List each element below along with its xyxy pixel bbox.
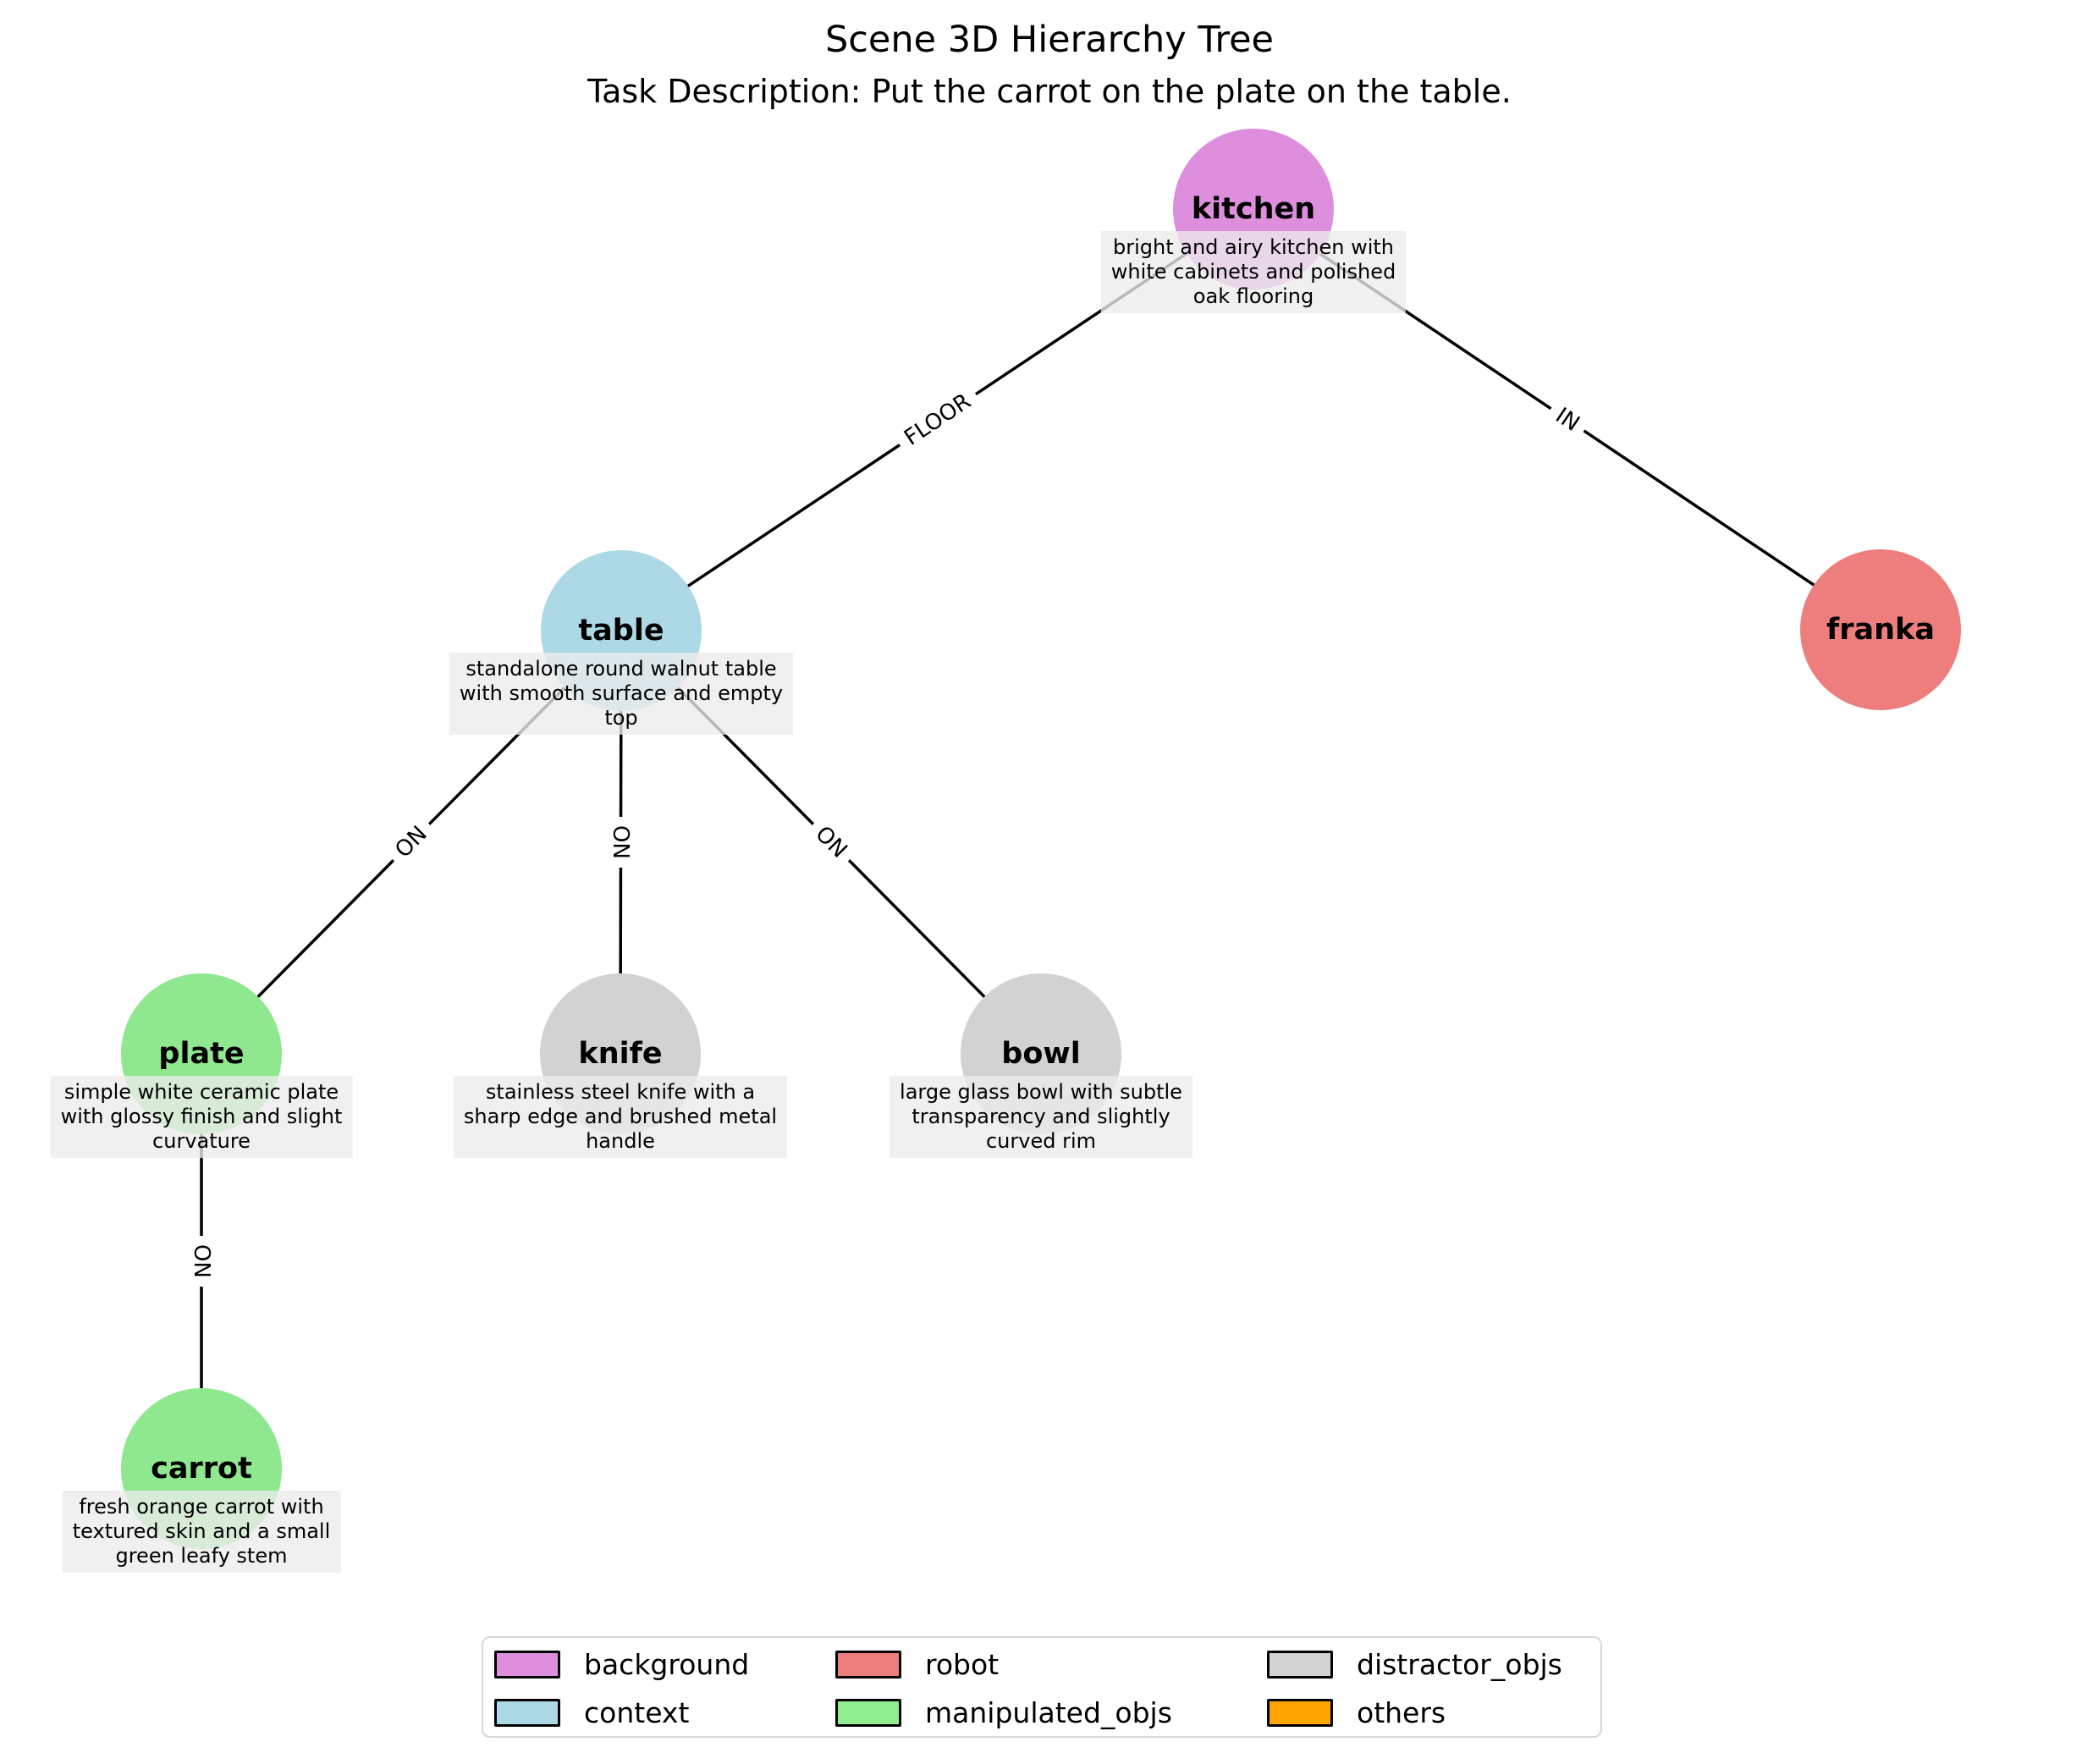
legend-swatch-robot bbox=[835, 1651, 901, 1679]
legend-swatch-others bbox=[1267, 1699, 1333, 1727]
desc-kitchen: bright and airy kitchen with white cabin… bbox=[1100, 231, 1407, 313]
legend-label-others: others bbox=[1357, 1696, 1446, 1729]
legend-item-robot: robot bbox=[835, 1648, 999, 1681]
legend-label-manipulated-objs: manipulated_objs bbox=[925, 1696, 1172, 1729]
legend-swatch-context bbox=[494, 1699, 560, 1727]
node-table-label: table bbox=[578, 614, 664, 648]
node-knife-label: knife bbox=[578, 1037, 663, 1071]
legend-swatch-manipulated-objs bbox=[835, 1699, 901, 1727]
legend-label-background: background bbox=[584, 1648, 750, 1681]
figure-title: Scene 3D Hierarchy Tree bbox=[824, 19, 1275, 61]
desc-bowl: large glass bowl with subtle transparenc… bbox=[890, 1076, 1192, 1158]
legend-label-distractor-objs: distractor_objs bbox=[1357, 1648, 1562, 1681]
desc-knife: stainless steel knife with a sharp edge … bbox=[453, 1076, 788, 1158]
desc-carrot: fresh orange carrot with textured skin a… bbox=[62, 1491, 341, 1573]
task-description: Task Description: Put the carrot on the … bbox=[587, 73, 1512, 110]
legend-item-context: context bbox=[494, 1696, 689, 1729]
desc-table: standalone round walnut table with smoot… bbox=[449, 653, 794, 735]
legend-item-others: others bbox=[1267, 1696, 1446, 1729]
legend-item-manipulated-objs: manipulated_objs bbox=[835, 1696, 1172, 1729]
node-franka-label: franka bbox=[1826, 613, 1935, 647]
legend-label-robot: robot bbox=[925, 1648, 1000, 1681]
legend-swatch-background bbox=[494, 1651, 560, 1679]
node-bowl-label: bowl bbox=[1001, 1037, 1081, 1071]
legend-swatch-distractor-objs bbox=[1267, 1651, 1333, 1679]
edge-label-on-knife: ON bbox=[606, 817, 635, 868]
legend-item-distractor-objs: distractor_objs bbox=[1267, 1648, 1562, 1681]
node-kitchen-label: kitchen bbox=[1191, 192, 1316, 226]
edge-label-on-carrot: ON bbox=[187, 1236, 216, 1287]
legend-item-background: background bbox=[494, 1648, 749, 1681]
node-plate-label: plate bbox=[158, 1037, 245, 1071]
desc-plate: simple white ceramic plate with glossy f… bbox=[50, 1076, 353, 1158]
node-carrot-label: carrot bbox=[151, 1452, 252, 1486]
legend-label-context: context bbox=[584, 1696, 690, 1729]
node-franka: franka bbox=[1800, 549, 1961, 710]
legend: background context robot manipulated_obj… bbox=[482, 1636, 1602, 1738]
